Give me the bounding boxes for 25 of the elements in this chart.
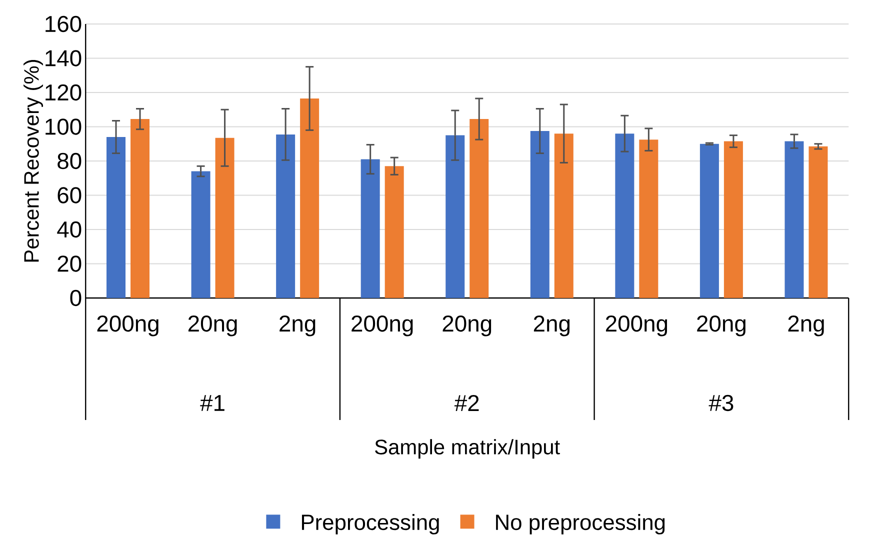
y-tick-label: 100 xyxy=(46,118,82,135)
y-tick-label: 40 xyxy=(57,221,82,238)
y-tick-label: 140 xyxy=(46,50,82,66)
y-tick-label: 20 xyxy=(58,256,82,272)
x-tick-label: 2ng xyxy=(280,316,316,336)
y-tick-label: 0 xyxy=(70,290,82,306)
y-tick-label: 120 xyxy=(46,84,82,101)
y-axis-title: Percent Recovery (%) xyxy=(24,60,44,262)
x-axis-title: Sample matrix/Input xyxy=(375,439,560,459)
text: #1 xyxy=(200,395,224,411)
x-tick-label: 2ng xyxy=(788,316,824,336)
x-tick-label: 2ng xyxy=(534,316,570,336)
legend-label: Preprocessing xyxy=(302,514,439,534)
x-tick-label: 20ng xyxy=(442,316,492,336)
x-tick-label: 200ng xyxy=(352,316,413,336)
y-tick-label: 80 xyxy=(58,152,82,170)
x-tick-label: 20ng xyxy=(188,316,237,336)
x-tick-label: 20ng xyxy=(697,316,746,336)
text: #3 xyxy=(708,394,734,412)
x-tick-label: 200ng xyxy=(97,316,158,336)
y-tick-label: 160 xyxy=(46,16,82,32)
text: #2 xyxy=(454,394,479,411)
y-tick-label: 60 xyxy=(58,187,82,204)
legend-label: No preprocessing xyxy=(496,514,665,534)
x-tick-label: 200ng xyxy=(606,316,668,336)
